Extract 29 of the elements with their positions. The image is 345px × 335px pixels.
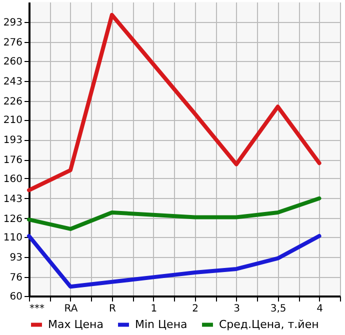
x-tick-label: *** <box>30 304 44 314</box>
legend-label: Max Цена <box>48 318 104 331</box>
x-tick-label: 3 <box>234 304 240 314</box>
line-series <box>27 196 322 231</box>
y-tick-label: 193 <box>3 135 22 146</box>
x-tick-label: 1 <box>150 304 158 314</box>
y-tick-label: 93 <box>10 252 22 264</box>
y-tick-label: 276 <box>3 37 22 48</box>
y-tick-label: 293 <box>3 17 22 28</box>
y-tick-label: 160 <box>3 174 22 185</box>
x-tick-label: 3,5 <box>270 304 286 314</box>
y-tick-label: 176 <box>3 155 22 166</box>
x-tick-label: 4 <box>316 304 323 314</box>
y-tick-label: 60 <box>10 292 22 302</box>
legend-label: Min Цена <box>135 318 188 331</box>
x-tick-label: RA <box>64 304 78 314</box>
legend-label: Сред.Цена, т.йен <box>219 318 319 331</box>
y-tick-label: 243 <box>3 76 22 88</box>
x-tick-label: 2 <box>192 304 199 314</box>
x-tick-label: R <box>108 304 116 314</box>
line-series <box>27 234 322 289</box>
y-tick-label: 260 <box>3 56 22 68</box>
y-tick-label: 126 <box>3 214 22 225</box>
line-series <box>27 12 322 192</box>
y-tick-label: 110 <box>3 232 22 244</box>
y-tick-label: 226 <box>3 96 22 108</box>
y-tick-label: 76 <box>10 272 22 284</box>
y-tick-label: 210 <box>3 115 22 126</box>
y-tick-label: 143 <box>3 194 22 205</box>
